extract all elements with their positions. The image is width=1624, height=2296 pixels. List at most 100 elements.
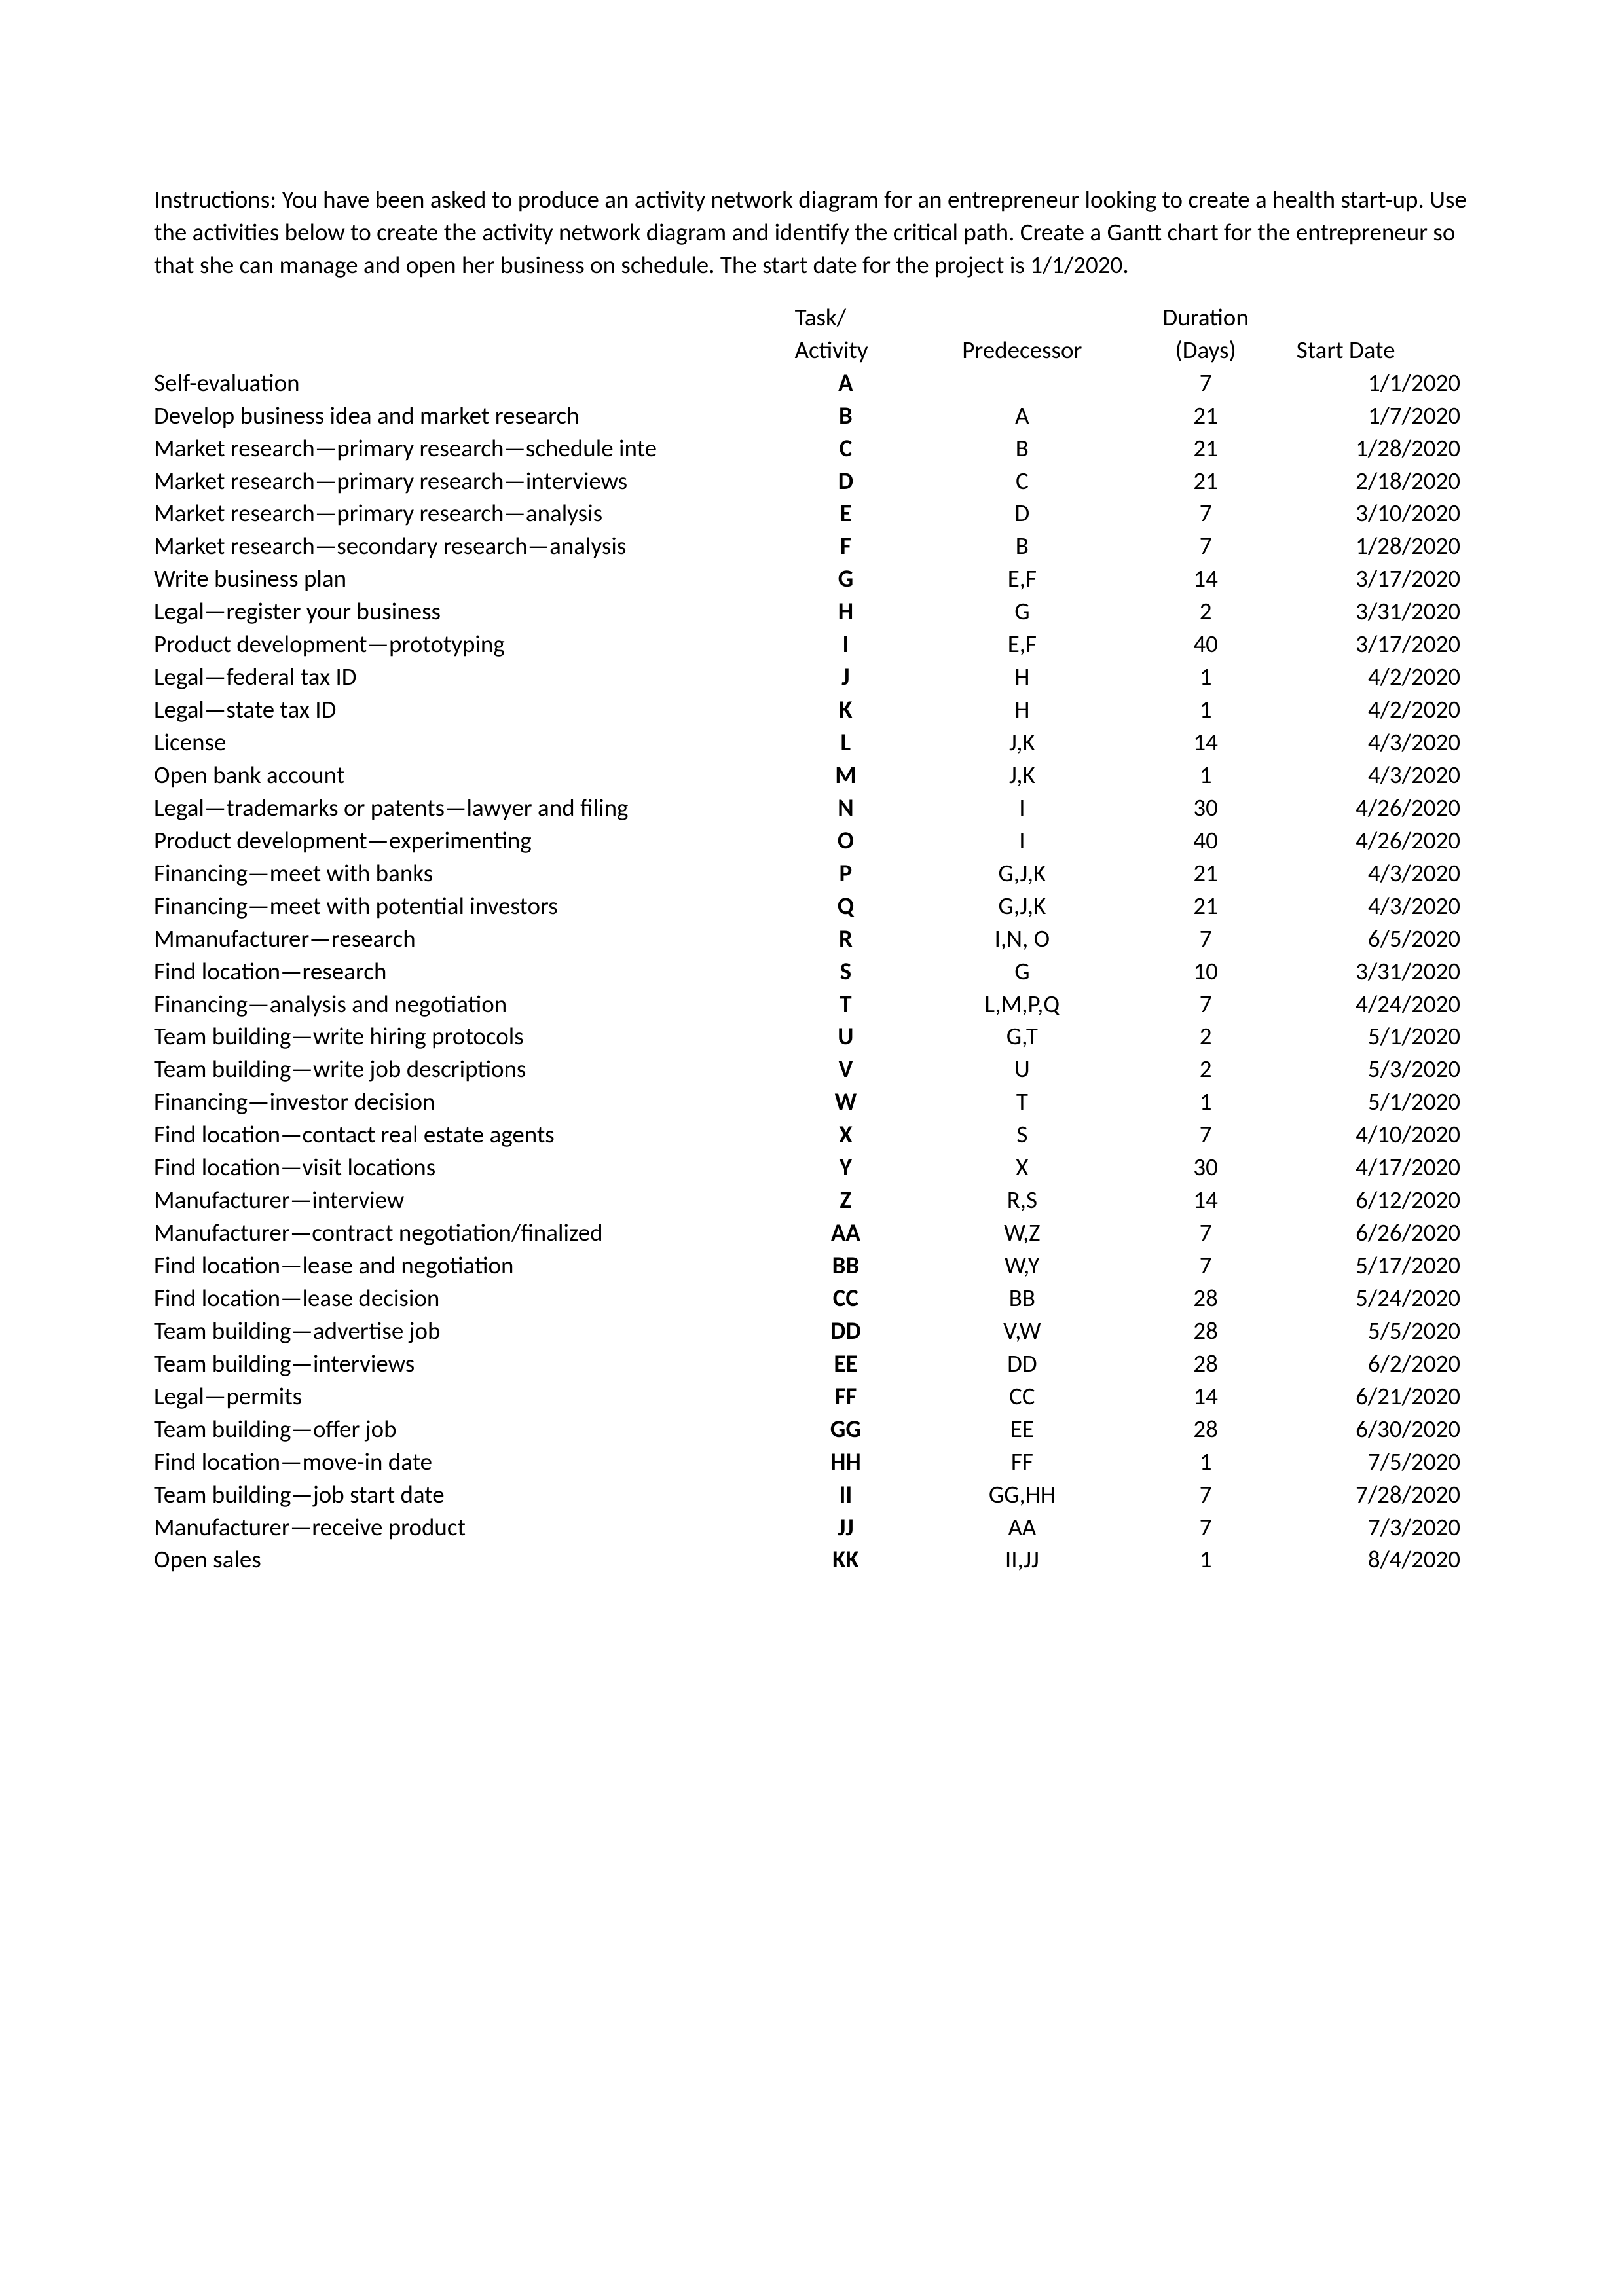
table-row: Team building—advertise jobDDV,W285/5/20… [154, 1315, 1467, 1347]
activity-description: Manufacturer—contract negotiation/finali… [154, 1216, 775, 1249]
activity-description: Team building—job start date [154, 1478, 775, 1511]
activity-predecessor: G [916, 595, 1128, 628]
table-row: Find location—lease and negotiationBBW,Y… [154, 1249, 1467, 1282]
activity-duration: 7 [1128, 1216, 1283, 1249]
activity-task-id: Y [775, 1151, 917, 1184]
activity-description: Legal—federal tax ID [154, 661, 775, 693]
activity-duration: 7 [1128, 922, 1283, 955]
activity-duration: 7 [1128, 988, 1283, 1021]
table-row: Market research—primary research—schedul… [154, 432, 1467, 465]
activity-duration: 21 [1128, 465, 1283, 498]
activity-start-date: 4/26/2020 [1283, 824, 1467, 857]
activity-start-date: 5/24/2020 [1283, 1282, 1467, 1315]
table-row: Legal—trademarks or patents—lawyer and f… [154, 792, 1467, 824]
activity-start-date: 3/31/2020 [1283, 595, 1467, 628]
table-row: Legal—permitsFFCC146/21/2020 [154, 1380, 1467, 1413]
table-row: Manufacturer—receive productJJAA77/3/202… [154, 1511, 1467, 1544]
activity-predecessor: AA [916, 1511, 1128, 1544]
activity-task-id: AA [775, 1216, 917, 1249]
activity-predecessor: W,Z [916, 1216, 1128, 1249]
activity-predecessor: II,JJ [916, 1543, 1128, 1576]
activity-start-date: 4/10/2020 [1283, 1118, 1467, 1151]
table-row: Self-evaluationA71/1/2020 [154, 367, 1467, 399]
table-row: Open salesKKII,JJ18/4/2020 [154, 1543, 1467, 1576]
activity-description: Market research—primary research—intervi… [154, 465, 775, 498]
activity-task-id: G [775, 562, 917, 595]
activity-start-date: 3/17/2020 [1283, 628, 1467, 661]
activity-start-date: 5/3/2020 [1283, 1053, 1467, 1085]
table-row: Find location—visit locationsYX304/17/20… [154, 1151, 1467, 1184]
activity-duration: 10 [1128, 955, 1283, 988]
activity-start-date: 6/12/2020 [1283, 1184, 1467, 1216]
activity-duration: 7 [1128, 497, 1283, 530]
activity-start-date: 4/17/2020 [1283, 1151, 1467, 1184]
activity-predecessor: G [916, 955, 1128, 988]
activity-start-date: 4/2/2020 [1283, 693, 1467, 726]
activity-start-date: 5/5/2020 [1283, 1315, 1467, 1347]
activity-description: Find location—visit locations [154, 1151, 775, 1184]
activity-duration: 14 [1128, 562, 1283, 595]
activity-description: Legal—register your business [154, 595, 775, 628]
activity-duration: 21 [1128, 890, 1283, 922]
table-row: Product development—prototypingIE,F403/1… [154, 628, 1467, 661]
activity-description: Financing—investor decision [154, 1085, 775, 1118]
table-row: Market research—primary research—intervi… [154, 465, 1467, 498]
activity-duration: 7 [1128, 1478, 1283, 1511]
table-row: Find location—researchSG103/31/2020 [154, 955, 1467, 988]
table-row: Develop business idea and market researc… [154, 399, 1467, 432]
header-task-line2: Activity [775, 334, 917, 367]
activity-start-date: 1/1/2020 [1283, 367, 1467, 399]
activity-description: Financing—meet with potential investors [154, 890, 775, 922]
activity-duration: 40 [1128, 824, 1283, 857]
activity-task-id: M [775, 759, 917, 792]
activity-task-id: Z [775, 1184, 917, 1216]
activity-predecessor: H [916, 693, 1128, 726]
header-task-line1: Task/ [775, 301, 917, 334]
activity-start-date: 4/3/2020 [1283, 759, 1467, 792]
activity-start-date: 3/31/2020 [1283, 955, 1467, 988]
activity-task-id: L [775, 726, 917, 759]
activity-duration: 40 [1128, 628, 1283, 661]
activity-duration: 28 [1128, 1347, 1283, 1380]
activity-task-id: E [775, 497, 917, 530]
activity-duration: 14 [1128, 1380, 1283, 1413]
activity-duration: 28 [1128, 1315, 1283, 1347]
activity-description: Find location—contact real estate agents [154, 1118, 775, 1151]
header-predecessor: Predecessor [916, 334, 1128, 367]
activity-duration: 1 [1128, 661, 1283, 693]
activity-task-id: II [775, 1478, 917, 1511]
table-row: Financing—analysis and negotiationTL,M,P… [154, 988, 1467, 1021]
activity-start-date: 4/3/2020 [1283, 857, 1467, 890]
table-row: Market research—primary research—analysi… [154, 497, 1467, 530]
activity-start-date: 6/5/2020 [1283, 922, 1467, 955]
activity-duration: 7 [1128, 1511, 1283, 1544]
activity-predecessor: I [916, 792, 1128, 824]
table-row: Financing—investor decisionWT15/1/2020 [154, 1085, 1467, 1118]
activity-start-date: 1/28/2020 [1283, 530, 1467, 562]
activity-task-id: DD [775, 1315, 917, 1347]
table-row: Find location—contact real estate agents… [154, 1118, 1467, 1151]
activity-task-id: T [775, 988, 917, 1021]
activity-duration: 1 [1128, 1446, 1283, 1478]
activity-start-date: 5/1/2020 [1283, 1020, 1467, 1053]
header-duration-line1: Duration [1128, 301, 1283, 334]
activity-task-id: B [775, 399, 917, 432]
activity-predecessor: S [916, 1118, 1128, 1151]
activity-predecessor: EE [916, 1413, 1128, 1446]
activity-description: Financing—meet with banks [154, 857, 775, 890]
activity-description: Manufacturer—receive product [154, 1511, 775, 1544]
activity-description: Find location—move-in date [154, 1446, 775, 1478]
activity-task-id: J [775, 661, 917, 693]
activity-duration: 1 [1128, 759, 1283, 792]
activity-task-id: EE [775, 1347, 917, 1380]
activity-start-date: 7/5/2020 [1283, 1446, 1467, 1478]
activity-duration: 28 [1128, 1413, 1283, 1446]
activity-task-id: U [775, 1020, 917, 1053]
activity-description: Legal—state tax ID [154, 693, 775, 726]
activity-duration: 14 [1128, 1184, 1283, 1216]
activity-duration: 14 [1128, 726, 1283, 759]
activity-task-id: W [775, 1085, 917, 1118]
activity-duration: 1 [1128, 693, 1283, 726]
activity-predecessor: W,Y [916, 1249, 1128, 1282]
table-row: Write business planGE,F143/17/2020 [154, 562, 1467, 595]
